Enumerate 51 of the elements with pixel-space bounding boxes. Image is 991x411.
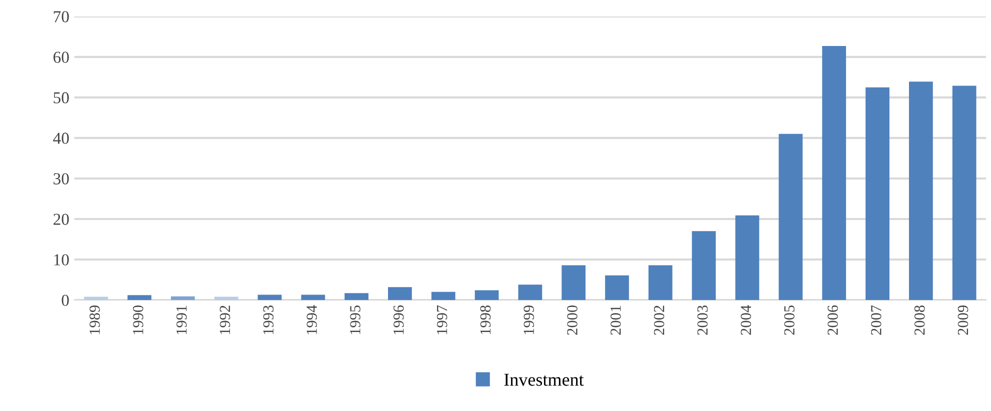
x-tick-label: 1996: [393, 305, 404, 334]
x-tick-label: 2007: [871, 305, 882, 335]
bar: [605, 275, 629, 300]
x-tick-label: 1997: [436, 305, 448, 334]
bar: [431, 292, 456, 300]
bar: [344, 293, 368, 300]
bar: [518, 284, 542, 300]
bar: [952, 86, 976, 300]
x-tick-label: 2004: [740, 305, 752, 335]
bar: [474, 290, 499, 300]
x-tick-label: 2001: [610, 306, 621, 335]
bar: [214, 296, 238, 300]
x-tick-label: 1991: [176, 306, 187, 334]
x-tick-label: 1998: [480, 305, 491, 334]
x-tick-label: 2003: [697, 305, 708, 335]
x-tick-label: 2000: [567, 305, 578, 335]
bar: [170, 296, 195, 300]
x-tick-label: 2006: [828, 305, 838, 335]
bar: [735, 215, 760, 300]
bar: [84, 296, 108, 300]
x-tick-label: 1990: [132, 305, 144, 334]
x-tick-label: 2008: [914, 305, 925, 335]
x-tick-label: 1995: [350, 305, 360, 334]
bar: [301, 294, 326, 300]
x-tick-label: 1992: [220, 306, 230, 334]
y-tick-label: 60: [54, 52, 69, 63]
bar: [822, 46, 846, 300]
bar: [866, 87, 890, 300]
legend-label: Investment: [504, 374, 584, 386]
y-tick-label: 0: [62, 294, 69, 306]
bar: [388, 287, 412, 300]
bar: [562, 265, 586, 300]
x-tick-label: 2005: [784, 305, 794, 335]
y-tick-label: 40: [53, 132, 69, 144]
y-tick-label: 20: [54, 214, 69, 225]
x-tick-label: 1994: [306, 305, 317, 334]
bar: [908, 82, 933, 300]
bar: [128, 295, 152, 300]
bar: [258, 294, 282, 300]
x-tick-label: 1999: [524, 306, 534, 334]
x-tick-label: 1993: [263, 305, 274, 334]
bar: [648, 265, 672, 300]
y-tick-label: 50: [54, 92, 69, 104]
y-tick-label: 10: [54, 254, 69, 266]
bar: [778, 134, 803, 300]
x-tick-label: 1989: [90, 306, 100, 334]
y-tick-label: 70: [54, 11, 69, 22]
y-tick-label: 30: [54, 173, 69, 184]
x-tick-label: 2002: [654, 306, 664, 335]
bar: [692, 231, 716, 300]
x-tick-label: 2009: [958, 306, 968, 335]
